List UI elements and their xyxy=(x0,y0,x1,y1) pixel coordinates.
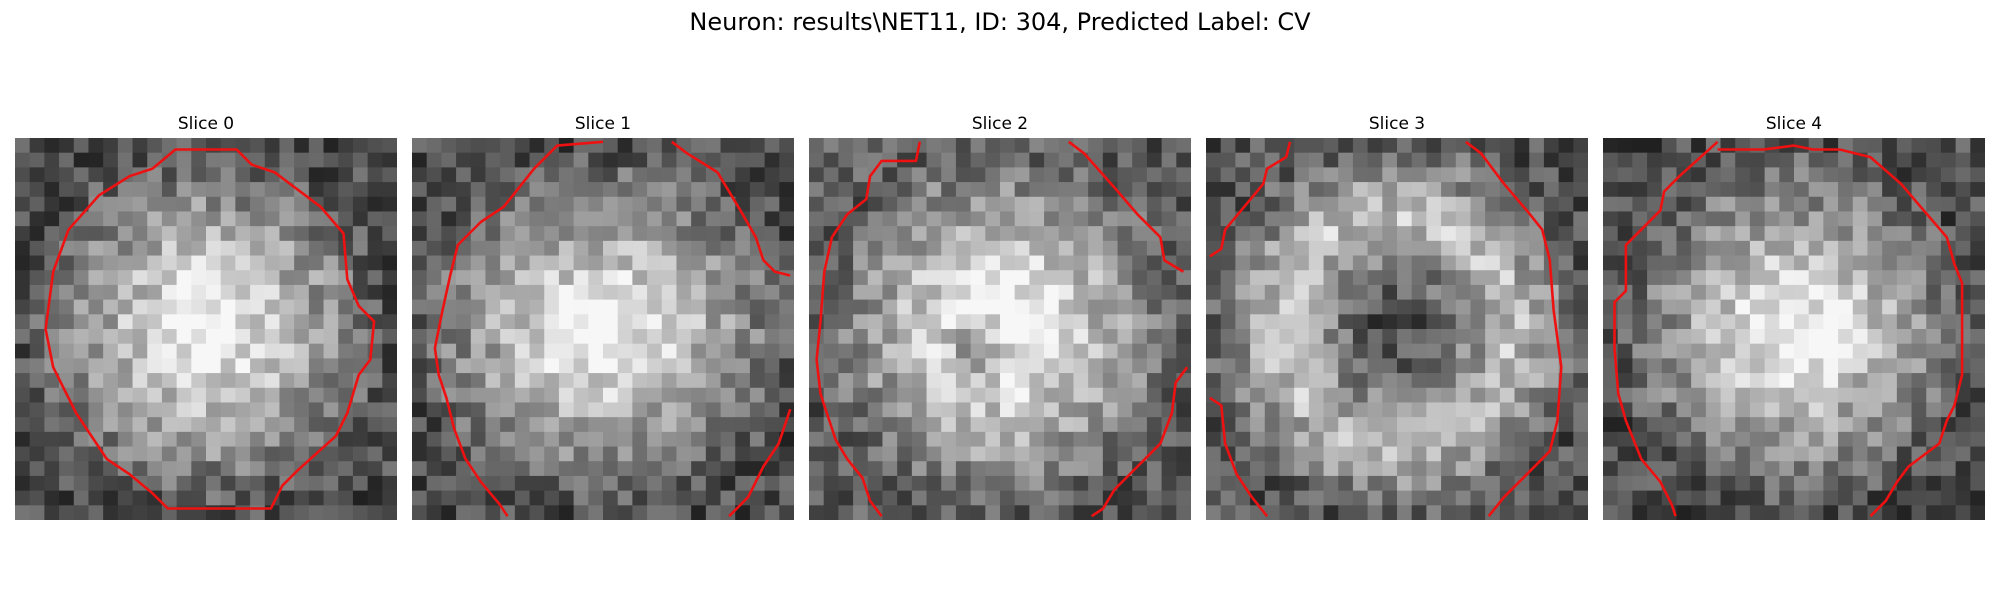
contour-line xyxy=(433,140,604,517)
contour-line xyxy=(1209,396,1269,518)
slice-title: Slice 3 xyxy=(1368,114,1426,134)
slice-title: Slice 4 xyxy=(1765,114,1823,134)
slice-pixels xyxy=(1603,138,1985,520)
slice-panel-2: Slice 2 xyxy=(809,112,1191,520)
figure-title: Neuron: results\NET11, ID: 304, Predicte… xyxy=(689,8,1311,36)
slice-image xyxy=(1603,138,1985,520)
slice-pixels xyxy=(809,138,1191,520)
slice-panel-4: Slice 4 xyxy=(1603,112,1985,520)
slice-pixels xyxy=(15,138,397,520)
slice-image xyxy=(1206,138,1588,520)
contour-line xyxy=(1717,144,1964,518)
slice-pixels xyxy=(1206,138,1588,520)
slice-pixels xyxy=(412,138,794,520)
contour-line xyxy=(1209,141,1292,258)
contour-line xyxy=(44,148,376,510)
slice-image xyxy=(15,138,397,520)
contour-line xyxy=(671,140,791,277)
contour-line xyxy=(815,141,922,517)
slice-image xyxy=(809,138,1191,520)
slice-panel-1: Slice 1 xyxy=(412,112,794,520)
contour-line xyxy=(728,408,792,518)
contour-line xyxy=(1068,140,1185,273)
contour-line xyxy=(1465,140,1563,518)
contour-line xyxy=(1090,366,1189,518)
contour-line xyxy=(1613,140,1719,517)
slice-panel-0: Slice 0 xyxy=(15,112,397,520)
slice-title: Slice 0 xyxy=(177,114,235,134)
slice-title: Slice 1 xyxy=(574,114,632,134)
slice-panel-3: Slice 3 xyxy=(1206,112,1588,520)
slice-title: Slice 2 xyxy=(971,114,1029,134)
slice-image xyxy=(412,138,794,520)
